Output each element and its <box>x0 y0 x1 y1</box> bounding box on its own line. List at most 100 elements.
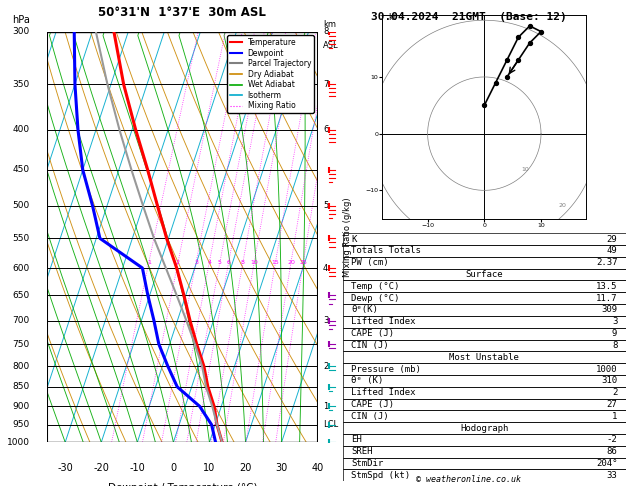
Point <box>525 22 535 30</box>
Text: 1: 1 <box>147 260 151 265</box>
Point <box>502 73 512 81</box>
Text: Temp (°C): Temp (°C) <box>351 282 399 291</box>
Text: 950: 950 <box>13 420 30 429</box>
Text: 10: 10 <box>521 167 529 172</box>
Legend: Temperature, Dewpoint, Parcel Trajectory, Dry Adiabat, Wet Adiabat, Isotherm, Mi: Temperature, Dewpoint, Parcel Trajectory… <box>228 35 314 113</box>
Text: 27: 27 <box>606 400 617 409</box>
Text: CIN (J): CIN (J) <box>351 412 389 421</box>
Text: 450: 450 <box>13 165 30 174</box>
Text: 86: 86 <box>606 447 617 456</box>
Text: -2: -2 <box>606 435 617 444</box>
Bar <box>343 410 626 422</box>
Text: θᵉ (K): θᵉ (K) <box>351 376 384 385</box>
Bar <box>343 233 626 245</box>
Text: 2: 2 <box>612 388 617 397</box>
Text: 9: 9 <box>612 329 617 338</box>
Bar <box>343 351 626 363</box>
Point <box>502 56 512 64</box>
Bar <box>343 469 626 481</box>
Text: -10: -10 <box>130 463 145 473</box>
Text: kt: kt <box>388 13 396 22</box>
Text: Surface: Surface <box>465 270 503 279</box>
Text: 3: 3 <box>194 260 198 265</box>
Text: LCL: LCL <box>323 420 338 429</box>
Bar <box>343 280 626 292</box>
Text: Lifted Index: Lifted Index <box>351 388 416 397</box>
Text: EH: EH <box>351 435 362 444</box>
Text: 25: 25 <box>299 260 308 265</box>
Text: 900: 900 <box>13 402 30 411</box>
Text: 15: 15 <box>272 260 279 265</box>
Text: CAPE (J): CAPE (J) <box>351 400 394 409</box>
Bar <box>343 422 626 434</box>
Bar <box>343 304 626 316</box>
Point <box>513 34 523 41</box>
Text: 2: 2 <box>176 260 180 265</box>
Text: 30.04.2024  21GMT  (Base: 12): 30.04.2024 21GMT (Base: 12) <box>370 12 567 22</box>
Text: 1000: 1000 <box>6 438 30 447</box>
Bar <box>343 316 626 328</box>
Text: 30: 30 <box>276 463 287 473</box>
Bar <box>343 446 626 457</box>
Text: 310: 310 <box>601 376 617 385</box>
Text: ASL: ASL <box>323 41 338 50</box>
Text: 11.7: 11.7 <box>596 294 617 303</box>
Bar <box>343 457 626 469</box>
Text: 400: 400 <box>13 125 30 134</box>
Text: StmDir: StmDir <box>351 459 384 468</box>
Text: 4: 4 <box>323 263 328 273</box>
Text: 700: 700 <box>13 316 30 325</box>
Text: 4: 4 <box>208 260 211 265</box>
Text: 10: 10 <box>203 463 216 473</box>
Bar <box>343 328 626 340</box>
Bar <box>343 257 626 269</box>
Text: 5: 5 <box>323 201 328 210</box>
Text: Lifted Index: Lifted Index <box>351 317 416 326</box>
Bar <box>343 434 626 446</box>
Bar <box>343 340 626 351</box>
Bar <box>343 399 626 410</box>
Text: 40: 40 <box>311 463 324 473</box>
Text: 7: 7 <box>323 80 328 88</box>
Text: 0: 0 <box>170 463 177 473</box>
Text: km: km <box>323 20 336 30</box>
Point <box>525 39 535 47</box>
Text: -20: -20 <box>93 463 109 473</box>
Text: CAPE (J): CAPE (J) <box>351 329 394 338</box>
Bar <box>343 269 626 280</box>
Text: 33: 33 <box>606 471 617 480</box>
Text: StmSpd (kt): StmSpd (kt) <box>351 471 410 480</box>
Text: Totals Totals: Totals Totals <box>351 246 421 256</box>
Text: 5: 5 <box>218 260 222 265</box>
Text: © weatheronline.co.uk: © weatheronline.co.uk <box>416 474 521 484</box>
Text: K: K <box>351 235 357 243</box>
Text: 13.5: 13.5 <box>596 282 617 291</box>
Text: 550: 550 <box>13 234 30 243</box>
Text: Most Unstable: Most Unstable <box>449 353 520 362</box>
Text: 49: 49 <box>606 246 617 256</box>
Text: Hodograph: Hodograph <box>460 423 508 433</box>
Text: 2.37: 2.37 <box>596 258 617 267</box>
Point <box>536 28 546 35</box>
Text: 6: 6 <box>226 260 231 265</box>
Text: 29: 29 <box>606 235 617 243</box>
Text: 850: 850 <box>13 382 30 391</box>
Bar <box>343 387 626 399</box>
Text: 500: 500 <box>13 201 30 210</box>
Text: 10: 10 <box>250 260 258 265</box>
Text: 800: 800 <box>13 362 30 371</box>
Text: 650: 650 <box>13 291 30 300</box>
Text: 350: 350 <box>13 80 30 88</box>
Text: θᵉ(K): θᵉ(K) <box>351 306 378 314</box>
Text: hPa: hPa <box>12 16 30 25</box>
Text: -30: -30 <box>57 463 73 473</box>
Point <box>491 79 501 87</box>
Text: 1: 1 <box>323 402 328 411</box>
Text: 3: 3 <box>323 316 328 325</box>
Text: 2: 2 <box>323 362 328 371</box>
Text: SREH: SREH <box>351 447 373 456</box>
Text: Mixing Ratio (g/kg): Mixing Ratio (g/kg) <box>343 197 352 277</box>
Text: Dewpoint / Temperature (°C): Dewpoint / Temperature (°C) <box>108 483 257 486</box>
Text: 750: 750 <box>13 340 30 348</box>
Bar <box>343 245 626 257</box>
